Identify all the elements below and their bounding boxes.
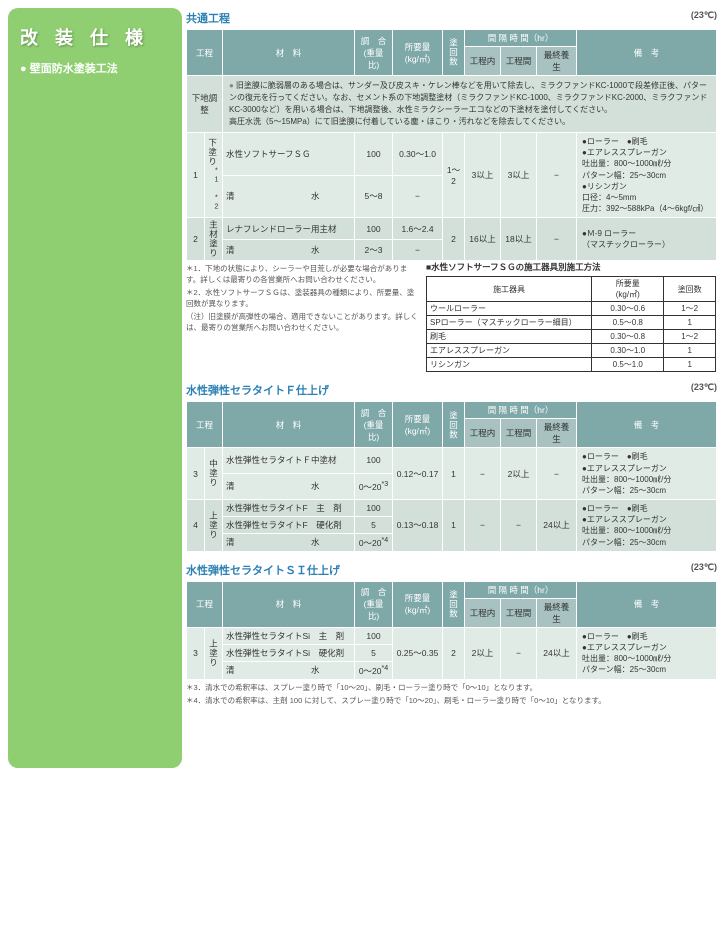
st-r: ウールローラー bbox=[427, 302, 592, 316]
r2v2b: − bbox=[393, 239, 443, 261]
num1: 1 bbox=[187, 133, 205, 218]
note1: ●ローラー ●刷毛 ●エアレススプレーガン 吐出量：800〜1000㎖/分 パタ… bbox=[577, 133, 717, 218]
foot3: （注）旧塗膜が高弾性の場合、適用できないことがあります。詳しくは、最寄りの営業所… bbox=[186, 312, 421, 333]
stage2: 主材塗り bbox=[205, 218, 223, 261]
content: 共通工程(23℃) 工程 材 料 調 合 (重量比) 所要量 (kg/㎡) 塗回… bbox=[182, 0, 720, 768]
th-coats: 塗回数 bbox=[443, 30, 465, 76]
t2a: 16以上 bbox=[465, 218, 501, 261]
section2-title: 水性弾性セラタイトＦ仕上げ(23℃) bbox=[186, 382, 717, 398]
m1b: 清 水 bbox=[223, 175, 355, 218]
th-int2: 工程間 bbox=[501, 47, 537, 76]
side-title: 改 装 仕 様 bbox=[20, 24, 170, 50]
sidebar: 改 装 仕 様 壁面防水塗装工法 bbox=[0, 0, 182, 768]
th-mix: 調 合 (重量比) bbox=[355, 30, 393, 76]
th-int3: 最終養生 bbox=[537, 47, 577, 76]
foot1: ＊1．下地の状態により、シーラーや目荒しが必要な場合があります。詳しくは最寄りの… bbox=[186, 264, 421, 285]
foot-s3b: ＊4．清水での希釈率は、主剤 100 に対して、スプレー塗り時で「10〜20」、… bbox=[186, 696, 717, 707]
tosu1: 1〜2 bbox=[443, 133, 465, 218]
th-material: 材 料 bbox=[223, 30, 355, 76]
prep-text: 旧塗膜に脆弱層のある場合は、サンダー及び皮スキ・ケレン棒などを用いて除去し、ミラ… bbox=[223, 76, 717, 133]
smalltable-title: ■水性ソフトサーフＳＧの施工器具別施工方法 bbox=[426, 261, 716, 273]
table-f: 工程 材 料 調 合 (重量比) 所要量 (kg/㎡) 塗回数 間 隔 時 間（… bbox=[186, 401, 717, 552]
t1a: 3以上 bbox=[465, 133, 501, 218]
tosu2: 2 bbox=[443, 218, 465, 261]
th-int1: 工程内 bbox=[465, 47, 501, 76]
th-process: 工程 bbox=[187, 30, 223, 76]
prep-label: 下地調整 bbox=[187, 76, 223, 133]
t2c: − bbox=[537, 218, 577, 261]
note2: ●Ｍ-9 ローラー （マスチックローラー） bbox=[577, 218, 717, 261]
th-amount: 所要量 (kg/㎡) bbox=[393, 30, 443, 76]
t1b: 3以上 bbox=[501, 133, 537, 218]
table-common: 工程 材 料 調 合 (重量比) 所要量 (kg/㎡) 塗回数 間 隔 時 間（… bbox=[186, 29, 717, 261]
v1b: 0.30〜1.0 bbox=[393, 133, 443, 176]
m2a: レナフレンドローラー用主材 bbox=[223, 218, 355, 240]
v2b: − bbox=[393, 175, 443, 218]
v2a: 5〜8 bbox=[355, 175, 393, 218]
st-h3: 塗回数 bbox=[664, 277, 716, 302]
side-card: 改 装 仕 様 壁面防水塗装工法 bbox=[8, 8, 182, 768]
r2v2a: 2〜3 bbox=[355, 239, 393, 261]
m2b: 清 水 bbox=[223, 239, 355, 261]
num2: 2 bbox=[187, 218, 205, 261]
section3-title: 水性弾性セラタイトＳＩ仕上げ(23℃) bbox=[186, 562, 717, 578]
table-si: 工程 材 料 調 合 (重量比) 所要量 (kg/㎡) 塗回数 間 隔 時 間（… bbox=[186, 581, 717, 680]
th-notes: 備 考 bbox=[577, 30, 717, 76]
t2b: 18以上 bbox=[501, 218, 537, 261]
v1a: 100 bbox=[355, 133, 393, 176]
m1a: 水性ソフトサーフＳＧ bbox=[223, 133, 355, 176]
stage1: 下塗り*1 *2 bbox=[205, 133, 223, 218]
t1c: − bbox=[537, 133, 577, 218]
r2v1b: 1.6〜2.4 bbox=[393, 218, 443, 240]
foot-s3a: ＊3．清水での希釈率は、スプレー塗り時で「10〜20」、刷毛・ローラー塗り時で「… bbox=[186, 683, 717, 694]
section1-title: 共通工程(23℃) bbox=[186, 10, 717, 26]
temp: (23℃) bbox=[691, 10, 717, 21]
side-item: 壁面防水塗装工法 bbox=[20, 60, 170, 76]
th-interval: 間 隔 時 間（hr） bbox=[465, 30, 577, 47]
small-table: 施工器具所要量 (kg/㎡)塗回数 ウールローラー0.30〜0.61〜2 SPロ… bbox=[426, 276, 716, 372]
foot2: ＊2．水性ソフトサーフＳＧは、塗装器具の種類により、所要量、塗回数が異なります。 bbox=[186, 288, 421, 309]
st-h2: 所要量 (kg/㎡) bbox=[592, 277, 664, 302]
st-h1: 施工器具 bbox=[427, 277, 592, 302]
r2v1a: 100 bbox=[355, 218, 393, 240]
